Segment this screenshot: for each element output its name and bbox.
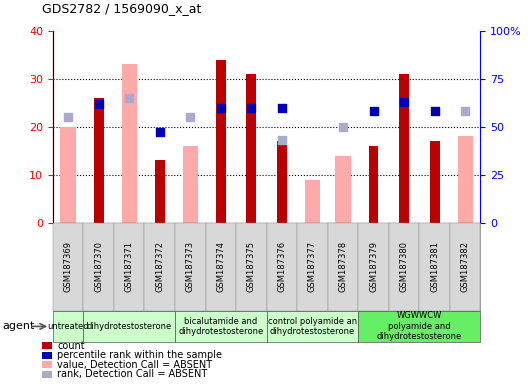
Text: dihydrotestosterone: dihydrotestosterone (87, 322, 172, 331)
Text: GSM187374: GSM187374 (216, 242, 225, 292)
Point (156, 129, 164, 136)
Text: WGWWCW
polyamide and
dihydrotestosterone: WGWWCW polyamide and dihydrotestosterone (377, 311, 462, 341)
Point (247, 104, 256, 111)
Bar (335, 156, 351, 223)
Bar (247, 74, 256, 223)
Bar (458, 136, 473, 223)
Text: agent: agent (3, 321, 35, 331)
Bar (305, 180, 320, 223)
Text: GSM187370: GSM187370 (94, 242, 103, 292)
Text: GSM187372: GSM187372 (155, 242, 164, 292)
Point (400, 99, 408, 105)
Text: count: count (57, 341, 84, 351)
Text: GSM187381: GSM187381 (430, 242, 439, 292)
Bar (60, 127, 76, 223)
Text: GDS2782 / 1569090_x_at: GDS2782 / 1569090_x_at (42, 2, 202, 15)
Text: GSM187380: GSM187380 (400, 242, 409, 292)
Bar (121, 64, 137, 223)
Text: GSM187376: GSM187376 (277, 241, 286, 293)
Point (125, 95, 134, 101)
Bar (399, 74, 409, 223)
Text: GSM187369: GSM187369 (63, 242, 72, 292)
Text: GSM187378: GSM187378 (338, 241, 347, 293)
Text: GSM187377: GSM187377 (308, 241, 317, 293)
Text: GSM187382: GSM187382 (461, 242, 470, 292)
Bar (94, 98, 103, 223)
Text: control polyamide an
dihydrotestosterone: control polyamide an dihydrotestosterone (268, 317, 357, 336)
Text: value, Detection Call = ABSENT: value, Detection Call = ABSENT (57, 360, 212, 370)
Text: GSM187373: GSM187373 (186, 241, 195, 293)
Text: percentile rank within the sample: percentile rank within the sample (57, 350, 222, 360)
Text: bicalutamide and
dihydrotestosterone: bicalutamide and dihydrotestosterone (178, 317, 263, 336)
Bar (183, 146, 198, 223)
Point (461, 108, 469, 114)
Bar (430, 141, 439, 223)
Bar (277, 141, 287, 223)
Bar (155, 161, 165, 223)
Point (278, 137, 286, 143)
Point (339, 124, 347, 130)
Bar (369, 146, 379, 223)
Point (430, 108, 439, 114)
Text: untreated: untreated (48, 322, 89, 331)
Text: GSM187379: GSM187379 (369, 242, 378, 292)
Text: GSM187371: GSM187371 (125, 242, 134, 292)
Point (95, 101, 103, 107)
Point (216, 104, 225, 111)
Bar (216, 60, 225, 223)
Point (186, 114, 194, 120)
Point (64, 114, 72, 120)
Text: GSM187375: GSM187375 (247, 242, 256, 292)
Text: rank, Detection Call = ABSENT: rank, Detection Call = ABSENT (57, 369, 208, 379)
Point (278, 104, 286, 111)
Point (370, 108, 378, 114)
